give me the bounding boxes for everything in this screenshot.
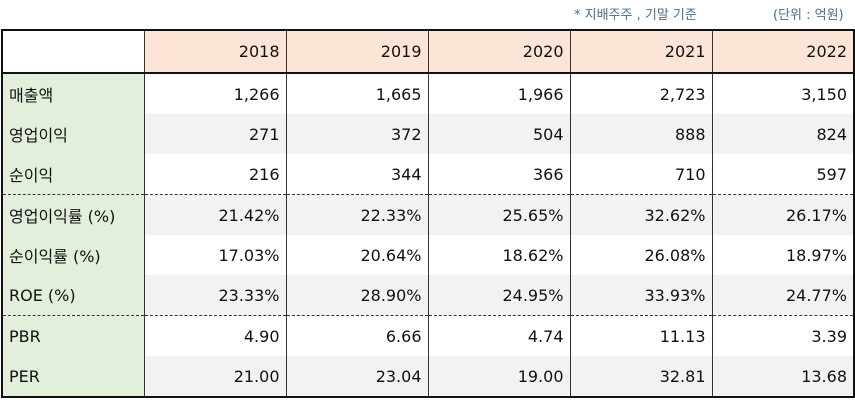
year-header: 2020 <box>427 29 571 74</box>
table-cell: 504 <box>427 114 571 154</box>
table-cell: 26.17% <box>711 194 855 235</box>
row-label: ROE (%) <box>1 275 145 316</box>
table-cell: 3,150 <box>711 73 855 114</box>
table-cell: 24.77% <box>711 275 855 316</box>
table-cell: 20.64% <box>285 235 429 275</box>
row-label: 순이익 <box>1 154 145 195</box>
table-cell: 33.93% <box>569 275 713 316</box>
year-header: 2021 <box>569 29 713 74</box>
year-header: 2018 <box>143 29 287 74</box>
table-cell: 28.90% <box>285 275 429 316</box>
table-cell: 366 <box>427 154 571 195</box>
financial-table: 2018 2019 2020 2021 2022 매출액 1,266 1,665… <box>1 29 855 398</box>
table-cell: 32.81 <box>569 356 713 398</box>
table-cell: 2,723 <box>569 73 713 114</box>
header-row: 2018 2019 2020 2021 2022 <box>1 29 855 74</box>
table-cell: 216 <box>143 154 287 195</box>
unit-note: (단위 : 억원) <box>773 8 844 23</box>
table-cell: 824 <box>711 114 855 154</box>
table-row: PER 21.00 23.04 19.00 32.81 13.68 <box>1 356 855 398</box>
year-header: 2022 <box>711 29 855 74</box>
row-label: 영업이익률 (%) <box>1 194 145 235</box>
table-cell: 18.62% <box>427 235 571 275</box>
table-cell: 271 <box>143 114 287 154</box>
table-cell: 344 <box>285 154 429 195</box>
table-row: 매출액 1,266 1,665 1,966 2,723 3,150 <box>1 73 855 114</box>
table-cell: 1,665 <box>285 73 429 114</box>
table-cell: 25.65% <box>427 194 571 235</box>
year-header: 2019 <box>285 29 429 74</box>
basis-note: * 지배주주 , 기말 기준 <box>574 8 697 23</box>
table-row: 순이익률 (%) 17.03% 20.64% 18.62% 26.08% 18.… <box>1 235 855 275</box>
table-cell: 6.66 <box>285 315 429 356</box>
table-cell: 23.33% <box>143 275 287 316</box>
row-label: PER <box>1 356 145 398</box>
table-cell: 19.00 <box>427 356 571 398</box>
table-cell: 17.03% <box>143 235 287 275</box>
table-cell: 18.97% <box>711 235 855 275</box>
row-label: 순이익률 (%) <box>1 235 145 275</box>
table-cell: 1,266 <box>143 73 287 114</box>
table-row: 영업이익률 (%) 21.42% 22.33% 25.65% 32.62% 26… <box>1 194 855 235</box>
row-label: PBR <box>1 315 145 356</box>
table-cell: 26.08% <box>569 235 713 275</box>
table-cell: 372 <box>285 114 429 154</box>
table-cell: 3.39 <box>711 315 855 356</box>
table-cell: 4.74 <box>427 315 571 356</box>
header-corner <box>1 29 145 74</box>
table-cell: 13.68 <box>711 356 855 398</box>
table-cell: 22.33% <box>285 194 429 235</box>
table-row: 순이익 216 344 366 710 597 <box>1 154 855 195</box>
table-cell: 23.04 <box>285 356 429 398</box>
row-label: 매출액 <box>1 73 145 114</box>
table-cell: 1,966 <box>427 73 571 114</box>
table-cell: 11.13 <box>569 315 713 356</box>
table-cell: 888 <box>569 114 713 154</box>
table-row: ROE (%) 23.33% 28.90% 24.95% 33.93% 24.7… <box>1 275 855 316</box>
table-cell: 24.95% <box>427 275 571 316</box>
table-cell: 4.90 <box>143 315 287 356</box>
table-row: 영업이익 271 372 504 888 824 <box>1 114 855 154</box>
row-label: 영업이익 <box>1 114 145 154</box>
table-row: PBR 4.90 6.66 4.74 11.13 3.39 <box>1 315 855 356</box>
table-cell: 21.42% <box>143 194 287 235</box>
table-cell: 21.00 <box>143 356 287 398</box>
table-cell: 32.62% <box>569 194 713 235</box>
table-cell: 710 <box>569 154 713 195</box>
table-cell: 597 <box>711 154 855 195</box>
